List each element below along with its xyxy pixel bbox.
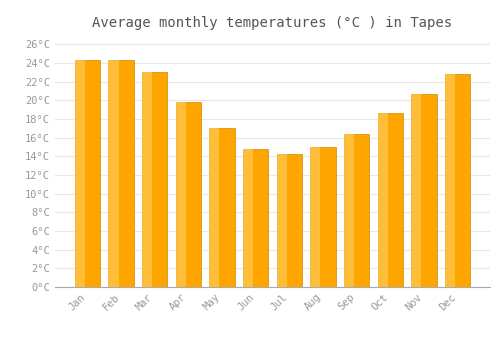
Bar [344, 134, 370, 287]
Title: Average monthly temperatures (°C ) in Tapes: Average monthly temperatures (°C ) in Ta… [92, 16, 452, 30]
Bar [243, 149, 268, 287]
Bar [412, 94, 436, 287]
Bar [108, 60, 118, 287]
Bar [276, 154, 287, 287]
Bar [310, 147, 336, 287]
Bar [142, 72, 168, 287]
Bar [378, 113, 403, 287]
Bar [445, 74, 455, 287]
Bar [75, 60, 85, 287]
Bar [75, 60, 100, 287]
Bar [412, 94, 422, 287]
Bar [445, 74, 470, 287]
Bar [108, 60, 134, 287]
Bar [276, 154, 302, 287]
Bar [210, 128, 220, 287]
Bar [210, 128, 234, 287]
Bar [243, 149, 253, 287]
Bar [176, 102, 186, 287]
Bar [310, 147, 320, 287]
Bar [378, 113, 388, 287]
Bar [142, 72, 152, 287]
Bar [176, 102, 201, 287]
Bar [344, 134, 354, 287]
